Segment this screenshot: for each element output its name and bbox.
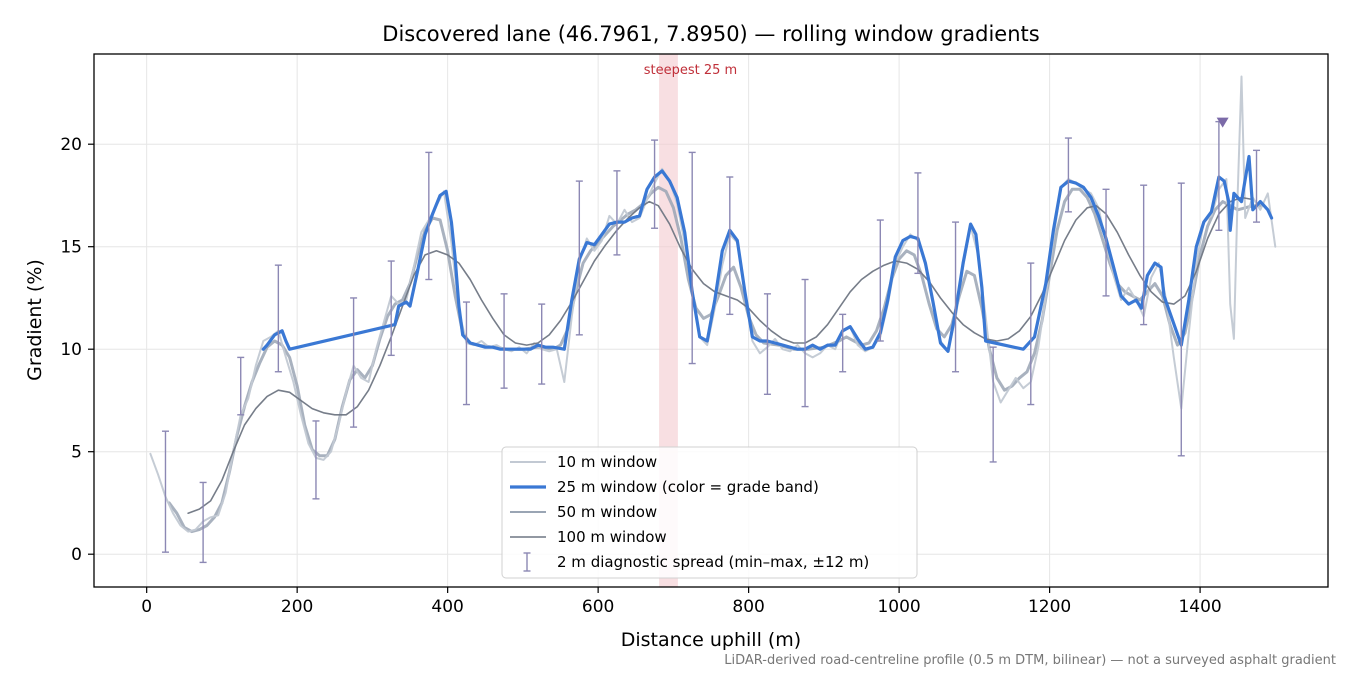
- x-tick-label: 200: [281, 597, 313, 617]
- legend-label: 100 m window: [557, 528, 667, 546]
- y-tick-label: 15: [60, 238, 82, 258]
- legend-label: 25 m window (color = grade band): [557, 478, 819, 496]
- grid-lines: [94, 54, 1328, 587]
- series-lines: [149, 75, 1277, 534]
- footnote: LiDAR-derived road-centreline profile (0…: [724, 653, 1336, 668]
- x-axis-label: Distance uphill (m): [621, 629, 801, 651]
- plot-frame: [93, 53, 1329, 588]
- y-tick-label: 0: [71, 545, 82, 565]
- y-tick-label: 5: [71, 443, 82, 463]
- legend-label: 10 m window: [557, 453, 657, 471]
- chart-title: Discovered lane (46.7961, 7.8950) — roll…: [382, 22, 1039, 46]
- legend-box: [501, 446, 918, 579]
- y-tick-label: 10: [60, 340, 82, 360]
- x-tick-label: 800: [732, 597, 764, 617]
- series-line-4: [187, 196, 1254, 514]
- x-tick-label: 1000: [877, 597, 920, 617]
- legend: 10 m window 25 m window (color = grade ba…: [501, 446, 918, 579]
- plot-area: steepest 25 m: [93, 53, 1329, 588]
- x-axis-ticks: 0 200 400 600 800 1000 1200 1400: [141, 587, 1222, 617]
- legend-label: 50 m window: [557, 503, 657, 521]
- y-axis-label: Gradient (%): [24, 259, 46, 381]
- x-tick-label: 0: [141, 597, 152, 617]
- series-line-2: [261, 154, 1274, 353]
- x-tick-label: 1200: [1028, 597, 1071, 617]
- steepest-window-label: steepest 25 m: [644, 63, 737, 78]
- x-tick-label: 400: [431, 597, 463, 617]
- y-tick-label: 20: [60, 135, 82, 155]
- peak-marker-icon: [1216, 117, 1229, 128]
- y-axis-ticks: 0 5 10 15 20: [60, 135, 94, 565]
- peak-markers: [1216, 117, 1229, 128]
- x-tick-label: 1400: [1178, 597, 1221, 617]
- x-tick-label: 600: [582, 597, 614, 617]
- legend-label: 2 m diagnostic spread (min–max, ±12 m): [557, 553, 869, 571]
- diagnostic-spread-bars: [161, 120, 1261, 564]
